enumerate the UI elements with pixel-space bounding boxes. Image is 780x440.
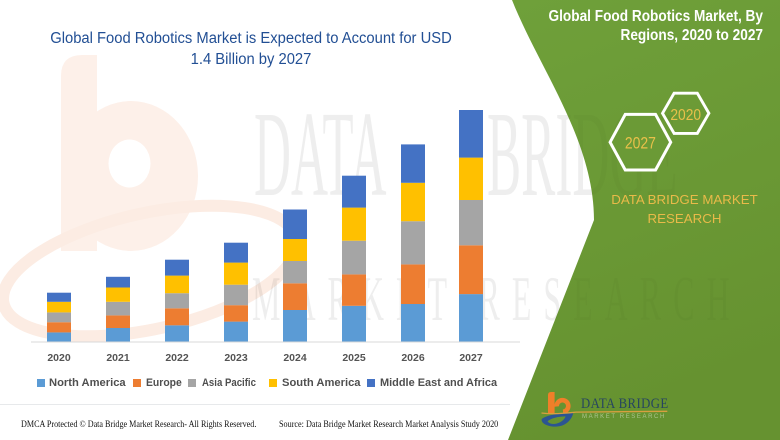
svg-text:2027: 2027: [625, 133, 656, 152]
svg-text:2020: 2020: [670, 107, 701, 124]
